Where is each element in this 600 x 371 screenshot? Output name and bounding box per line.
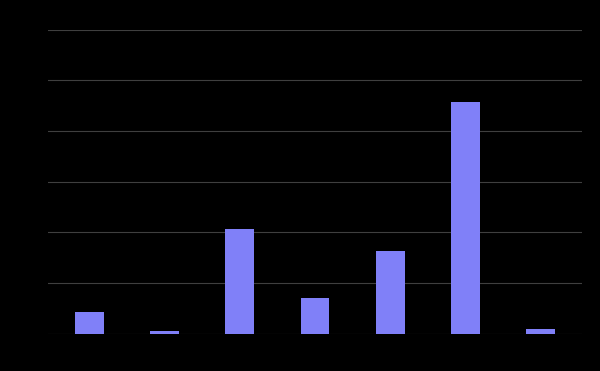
Bar <box>451 102 480 334</box>
Bar <box>376 251 404 334</box>
Bar <box>526 329 555 334</box>
Bar <box>301 298 329 334</box>
Bar <box>150 331 179 334</box>
Bar <box>226 229 254 334</box>
Bar <box>75 312 104 334</box>
